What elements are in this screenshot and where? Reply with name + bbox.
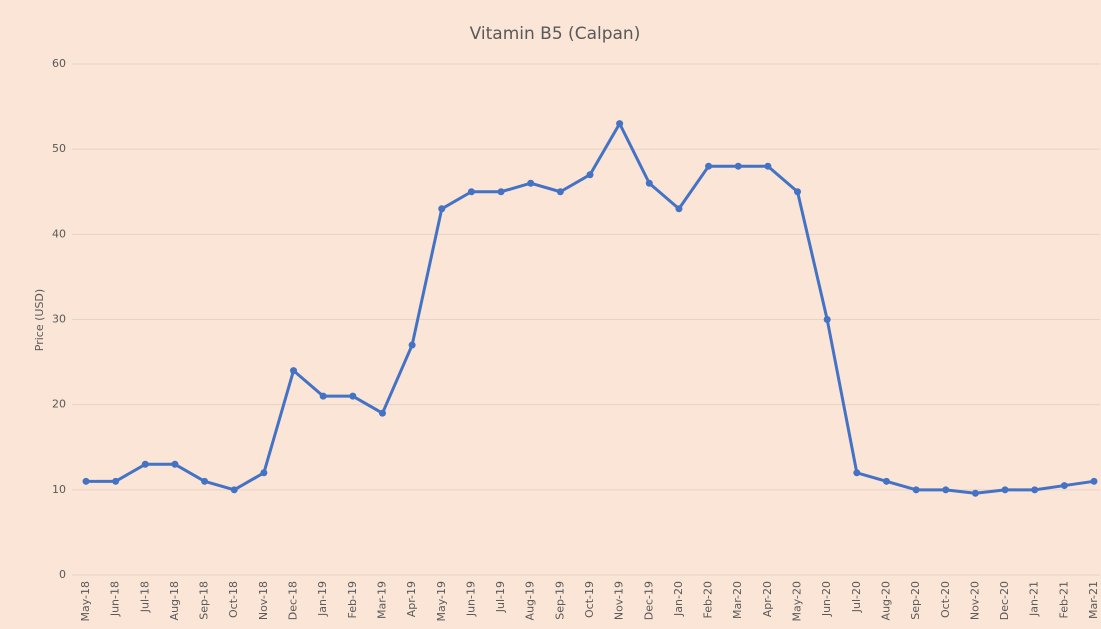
x-tick-label: Jan-20 xyxy=(672,581,685,617)
y-tick-label: 30 xyxy=(52,313,66,326)
point xyxy=(942,486,950,494)
x-tick-label: Dec-18 xyxy=(287,581,300,620)
x-tick-label: Aug-19 xyxy=(524,581,537,620)
x-tick-label: Aug-20 xyxy=(879,581,892,620)
x-tick-label: Jul-20 xyxy=(850,581,863,613)
point xyxy=(260,469,268,477)
point xyxy=(586,171,594,179)
point xyxy=(1060,482,1068,490)
point xyxy=(823,316,831,323)
x-tick-label: Jul-19 xyxy=(494,581,507,613)
x-tick-label: Feb-21 xyxy=(1057,581,1070,618)
point xyxy=(112,477,120,485)
point xyxy=(467,188,475,196)
x-tick-label: Feb-19 xyxy=(346,581,359,618)
x-tick-label: Jan-19 xyxy=(316,581,329,617)
x-tick-label: Jul-18 xyxy=(138,581,151,613)
x-tick-label: Aug-18 xyxy=(168,581,181,620)
point xyxy=(349,392,357,400)
y-tick-label: 20 xyxy=(52,398,66,411)
x-tick-label: Mar-21 xyxy=(1087,581,1100,619)
x-tick-label: Sep-18 xyxy=(198,581,211,620)
point xyxy=(82,477,90,485)
point xyxy=(794,188,802,196)
x-tick-label: Mar-20 xyxy=(731,581,744,619)
point xyxy=(378,409,386,417)
x-tick-label: Apr-20 xyxy=(761,581,774,617)
x-tick-label: Dec-19 xyxy=(642,581,655,620)
point xyxy=(1090,477,1098,485)
y-tick-label: 60 xyxy=(52,57,66,70)
x-tick-label: Jun-19 xyxy=(464,581,477,617)
point xyxy=(201,477,209,485)
point xyxy=(171,460,179,468)
point xyxy=(1031,486,1039,494)
point xyxy=(971,489,979,497)
point xyxy=(556,188,564,196)
point xyxy=(645,179,653,187)
x-tick-label: Oct-18 xyxy=(227,581,240,618)
x-tick-label: Nov-20 xyxy=(968,581,981,620)
point xyxy=(912,486,920,494)
x-tick-label: Jun-20 xyxy=(820,581,833,617)
point xyxy=(230,486,238,494)
point xyxy=(141,460,149,468)
y-axis-title: Price (USD) xyxy=(33,289,46,351)
x-tick-label: May-20 xyxy=(791,581,804,622)
point xyxy=(497,188,505,196)
point xyxy=(1001,486,1009,494)
point xyxy=(438,205,446,213)
chart-title: Vitamin B5 (Calpan) xyxy=(470,24,641,44)
x-tick-label: Mar-19 xyxy=(375,581,388,619)
x-tick-label: Dec-20 xyxy=(998,581,1011,620)
point xyxy=(705,162,713,170)
x-tick-label: May-19 xyxy=(435,581,448,622)
x-tick-label: Feb-20 xyxy=(702,581,715,618)
point xyxy=(853,469,861,477)
y-tick-label: 0 xyxy=(59,568,66,581)
x-tick-label: Oct-20 xyxy=(939,581,952,618)
point xyxy=(764,162,772,170)
x-tick-label: May-18 xyxy=(79,581,92,622)
point xyxy=(290,367,298,375)
x-tick-label: Nov-18 xyxy=(257,581,270,620)
x-tick-label: Apr-19 xyxy=(405,581,418,617)
point xyxy=(675,205,683,213)
y-tick-label: 50 xyxy=(52,142,66,155)
point xyxy=(616,120,624,128)
point xyxy=(527,179,535,187)
x-tick-label: Jun-18 xyxy=(109,581,122,617)
point xyxy=(882,477,890,485)
x-tick-label: Jan-21 xyxy=(1028,581,1041,617)
x-tick-label: Nov-19 xyxy=(613,581,626,620)
y-tick-label: 10 xyxy=(52,483,66,496)
point xyxy=(408,341,416,349)
point xyxy=(734,162,742,170)
y-tick-label: 40 xyxy=(52,227,66,240)
x-tick-label: Sep-20 xyxy=(909,581,922,620)
point xyxy=(319,392,327,400)
x-tick-label: Sep-19 xyxy=(553,581,566,620)
x-tick-label: Oct-19 xyxy=(583,581,596,618)
